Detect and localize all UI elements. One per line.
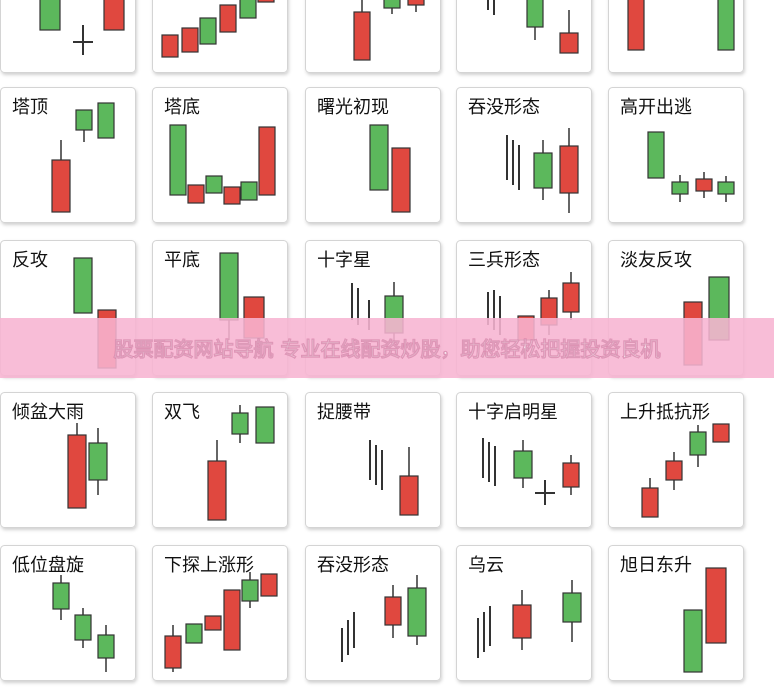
candle-body (383, 0, 401, 9)
candle-body (627, 0, 645, 51)
candle-body (207, 460, 227, 521)
card (0, 0, 136, 73)
candle-body (641, 487, 659, 518)
card-label: 吞没形态 (317, 555, 389, 576)
candle-body (407, 587, 427, 637)
card (152, 392, 288, 528)
candle-body (526, 0, 544, 28)
candle-body (258, 126, 276, 196)
candle-body (51, 159, 71, 213)
candle-body (67, 434, 87, 509)
card-label: 塔底 (164, 97, 200, 118)
candle-body (219, 4, 237, 33)
candle-body (647, 131, 665, 179)
banner: 股票配资网站导航 专业在线配资炒股，助您轻松把握投资良机 (0, 318, 774, 378)
candle-body (260, 573, 278, 597)
card-label: 吞没形态 (468, 97, 540, 118)
candle-body (353, 11, 371, 61)
candle-body (399, 475, 419, 516)
candle-body (665, 460, 683, 481)
candle-body (559, 32, 579, 54)
candle-body (695, 178, 713, 192)
candle-body (407, 0, 425, 6)
card-label: 捉腰带 (317, 402, 371, 423)
card-label: 三兵形态 (468, 250, 540, 271)
candle-body (181, 27, 199, 53)
candle-body (52, 582, 70, 610)
candle-body (717, 0, 735, 51)
card (305, 0, 441, 73)
candle-body (97, 634, 115, 659)
candle-body (223, 186, 241, 205)
candle-body (231, 412, 249, 435)
card-label: 淡友反攻 (620, 250, 692, 271)
candle-body (717, 181, 735, 195)
card-label: 十字星 (317, 250, 371, 271)
banner-text: 股票配资网站导航 专业在线配资炒股，助您轻松把握投资良机 (114, 337, 661, 361)
candle-body (240, 181, 258, 201)
candle-body (185, 623, 203, 644)
card-label: 乌云 (468, 555, 504, 576)
card-label: 曙光初现 (317, 97, 389, 118)
candle-body (384, 596, 402, 626)
candle-body (559, 145, 579, 194)
candle-body (257, 0, 275, 3)
candle-body (512, 604, 532, 639)
candle-body (391, 147, 411, 213)
candle-body (75, 109, 93, 131)
candle-body (164, 635, 182, 669)
candle-body (562, 592, 582, 623)
card-label: 十字启明星 (468, 402, 558, 423)
candle-body (241, 579, 259, 602)
candle-body (562, 282, 580, 313)
candle-body (199, 17, 217, 45)
candle-body (562, 462, 580, 488)
candle-body (161, 34, 179, 58)
card-label: 下探上涨形 (164, 555, 254, 576)
candle-body (239, 0, 257, 19)
candle-body (187, 184, 205, 204)
candle-body (533, 152, 553, 189)
candle-body (689, 431, 707, 456)
candle-body (712, 423, 730, 443)
candle-body (97, 102, 115, 139)
candle-body (513, 450, 533, 479)
card (456, 87, 592, 223)
card-label: 反攻 (12, 250, 48, 271)
card-label: 低位盘旋 (12, 555, 84, 576)
card-label: 高开出逃 (620, 97, 692, 118)
card (456, 0, 592, 73)
candle-body (88, 442, 108, 481)
candle-body (205, 175, 223, 194)
card-label: 平底 (164, 250, 200, 271)
card-label: 双飞 (164, 402, 200, 423)
card-label: 倾盆大雨 (12, 402, 84, 423)
candle-body (255, 406, 275, 444)
candle-body (369, 124, 389, 191)
candle-body (73, 257, 93, 314)
banner-bg (0, 318, 774, 378)
candle-body (219, 252, 239, 321)
candle-body (169, 124, 187, 196)
card (152, 545, 288, 681)
candle-body (103, 0, 125, 31)
candle-body (683, 609, 703, 673)
card-label: 塔顶 (12, 97, 48, 118)
candle-body (39, 0, 61, 31)
card-label: 上升抵抗形 (620, 402, 710, 423)
card-label: 旭日东升 (620, 555, 692, 576)
card (305, 545, 441, 681)
candle-body (223, 589, 241, 651)
candle-body (671, 181, 689, 195)
candle-body (204, 615, 222, 631)
candle-body (74, 614, 92, 641)
candle-body (705, 567, 727, 644)
